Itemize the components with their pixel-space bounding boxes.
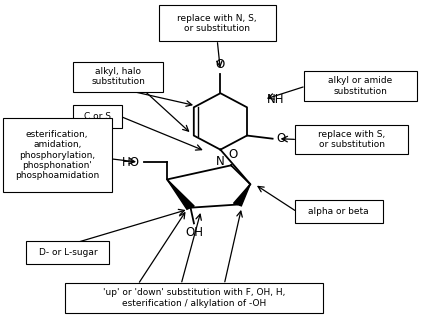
Text: alkyl or amide
substitution: alkyl or amide substitution bbox=[328, 77, 392, 96]
Text: replace with S,
or substitution: replace with S, or substitution bbox=[318, 130, 385, 149]
Text: N: N bbox=[216, 155, 225, 168]
FancyBboxPatch shape bbox=[26, 241, 110, 264]
FancyBboxPatch shape bbox=[3, 118, 112, 192]
Text: D- or L-sugar: D- or L-sugar bbox=[39, 248, 97, 257]
FancyBboxPatch shape bbox=[295, 200, 383, 223]
FancyBboxPatch shape bbox=[73, 105, 122, 128]
Text: O: O bbox=[216, 58, 225, 71]
Text: O: O bbox=[229, 148, 238, 161]
Text: alkyl, halo
substitution: alkyl, halo substitution bbox=[91, 67, 145, 86]
Polygon shape bbox=[167, 180, 194, 209]
Text: O: O bbox=[277, 132, 286, 145]
FancyBboxPatch shape bbox=[158, 5, 276, 42]
FancyBboxPatch shape bbox=[65, 283, 323, 313]
Text: esterification,
amidation,
phosphorylation,
phosphonation'
phosphoamidation: esterification, amidation, phosphorylati… bbox=[15, 130, 99, 180]
Polygon shape bbox=[234, 184, 250, 206]
Text: NH: NH bbox=[267, 93, 284, 106]
Text: replace with N, S,
or substitution: replace with N, S, or substitution bbox=[177, 14, 257, 33]
Text: HO: HO bbox=[122, 156, 140, 169]
FancyBboxPatch shape bbox=[303, 71, 416, 101]
Text: OH: OH bbox=[185, 226, 203, 239]
Text: 'up' or 'down' substitution with F, OH, H,
esterification / alkylation of -OH: 'up' or 'down' substitution with F, OH, … bbox=[103, 288, 285, 307]
Text: C or S: C or S bbox=[84, 112, 111, 121]
FancyBboxPatch shape bbox=[73, 62, 163, 92]
Text: alpha or beta: alpha or beta bbox=[309, 207, 369, 216]
FancyBboxPatch shape bbox=[295, 124, 408, 154]
